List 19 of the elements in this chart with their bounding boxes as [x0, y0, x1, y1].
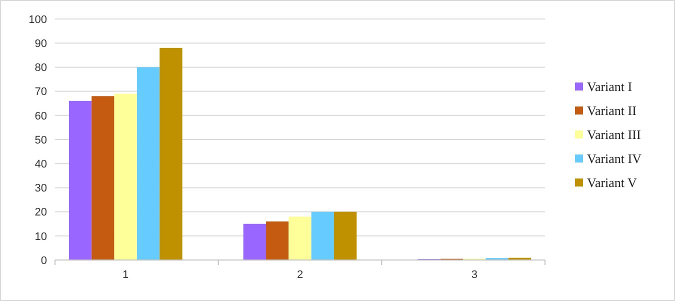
y-tick-label: 100: [28, 14, 47, 26]
y-tick-label: 90: [34, 38, 47, 50]
x-tick-label: 3: [471, 269, 478, 281]
y-tick-label: 40: [34, 158, 47, 170]
y-tick-label: 0: [40, 254, 47, 267]
y-tick-label: 60: [34, 110, 47, 122]
legend-label: Variant II: [587, 103, 636, 118]
y-tick-label: 70: [34, 86, 47, 98]
x-tick-label: 2: [296, 269, 304, 281]
legend-label: Variant III: [587, 127, 641, 142]
y-tick-label: 50: [34, 134, 47, 146]
x-tick-label: 1: [122, 269, 129, 281]
y-tick-label: 20: [34, 206, 47, 219]
y-tick-label: 30: [34, 182, 47, 195]
y-tick-label: 80: [34, 62, 47, 74]
legend-label: Variant V: [587, 175, 638, 190]
y-tick-label: 10: [34, 230, 47, 243]
legend-label: Variant IV: [587, 151, 642, 166]
legend-label: Variant I: [587, 79, 632, 94]
